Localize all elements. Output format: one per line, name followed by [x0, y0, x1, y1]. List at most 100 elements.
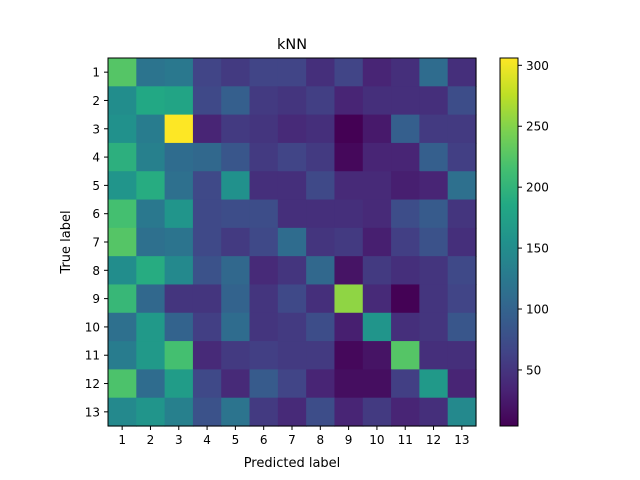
heatmap-cell-r2-c9: [334, 86, 364, 116]
heatmap-cell-r3-c10: [362, 114, 392, 144]
x-tick-label: 2: [147, 433, 155, 447]
heatmap-cell-r5-c13: [447, 171, 477, 201]
heatmap-cell-r12-c4: [192, 369, 222, 399]
heatmap-cell-r11-c13: [447, 341, 477, 370]
heatmap-cell-r2-c11: [391, 86, 420, 116]
heatmap-cell-r8-c11: [391, 256, 420, 286]
heatmap-cells: [108, 58, 477, 427]
colorbar-ticks: 50 100 150 200 250 300: [518, 59, 549, 377]
heatmap-cell-r6-c12: [419, 199, 449, 229]
heatmap-cell-r6-c5: [221, 199, 251, 229]
heatmap-cell-r8-c1: [108, 256, 137, 286]
heatmap-cell-r1-c3: [164, 58, 194, 87]
y-tick-label: 5: [92, 179, 100, 193]
heatmap-cell-r13-c7: [277, 397, 307, 427]
heatmap-cell-r8-c9: [334, 256, 364, 286]
heatmap-cell-r4-c4: [192, 142, 222, 172]
heatmap-cell-r2-c4: [192, 86, 222, 116]
heatmap-cell-r10-c9: [334, 312, 364, 342]
x-tick-label: 1: [118, 433, 126, 447]
heatmap-cell-r13-c9: [334, 397, 364, 427]
heatmap-cell-r6-c3: [164, 199, 194, 229]
heatmap-cell-r7-c1: [108, 227, 137, 257]
x-tick-label: 3: [175, 433, 183, 447]
heatmap-cell-r3-c9: [334, 114, 364, 144]
heatmap-cell-r4-c6: [249, 142, 279, 172]
heatmap-cell-r3-c11: [391, 114, 420, 144]
colorbar: 50 100 150 200 250 300: [499, 57, 549, 427]
heatmap-cell-r1-c5: [221, 58, 251, 87]
heatmap-cell-r11-c1: [108, 341, 137, 370]
heatmap-cell-r4-c13: [447, 142, 477, 172]
heatmap-cell-r6-c6: [249, 199, 279, 229]
heatmap-cell-r4-c8: [306, 142, 336, 172]
heatmap-cell-r9-c10: [362, 284, 392, 314]
heatmap-cell-r9-c8: [306, 284, 336, 314]
heatmap-cell-r5-c12: [419, 171, 449, 201]
heatmap-cell-r11-c12: [419, 341, 449, 370]
heatmap-cell-r7-c7: [277, 227, 307, 257]
heatmap-cell-r9-c13: [447, 284, 477, 314]
y-tick-label: 11: [85, 349, 100, 363]
heatmap-cell-r10-c13: [447, 312, 477, 342]
heatmap-cell-r1-c12: [419, 58, 449, 87]
heatmap-cell-r8-c10: [362, 256, 392, 286]
heatmap-cell-r7-c2: [136, 227, 166, 257]
heatmap-cell-r5-c8: [306, 171, 336, 201]
heatmap-cell-r6-c13: [447, 199, 477, 229]
heatmap-cell-r11-c9: [334, 341, 364, 370]
heatmap-cell-r6-c8: [306, 199, 336, 229]
heatmap-cell-r9-c3: [164, 284, 194, 314]
heatmap-cell-r8-c12: [419, 256, 449, 286]
heatmap-cell-r8-c3: [164, 256, 194, 286]
x-tick-label: 5: [232, 433, 240, 447]
colorbar-tick-label: 150: [526, 242, 549, 256]
heatmap-cell-r2-c1: [108, 86, 137, 116]
x-tick-label: 9: [345, 433, 353, 447]
heatmap-cell-r10-c4: [192, 312, 222, 342]
heatmap-cell-r12-c8: [306, 369, 336, 399]
heatmap-cell-r9-c11: [391, 284, 420, 314]
heatmap-cell-r1-c4: [192, 58, 222, 87]
heatmap-cell-r10-c5: [221, 312, 251, 342]
heatmap-cell-r13-c11: [391, 397, 420, 427]
heatmap-cell-r5-c1: [108, 171, 137, 201]
heatmap-cell-r12-c7: [277, 369, 307, 399]
heatmap-cell-r5-c10: [362, 171, 392, 201]
heatmap-cell-r12-c9: [334, 369, 364, 399]
heatmap-cell-r1-c13: [447, 58, 477, 87]
x-tick-label: 11: [398, 433, 413, 447]
y-tick-label: 2: [92, 94, 100, 108]
heatmap-cell-r12-c13: [447, 369, 477, 399]
heatmap-cell-r3-c3: [164, 114, 194, 144]
heatmap-cell-r10-c11: [391, 312, 420, 342]
heatmap-cell-r3-c2: [136, 114, 166, 144]
y-tick-label: 9: [92, 292, 100, 306]
heatmap-cell-r9-c12: [419, 284, 449, 314]
heatmap-cell-r5-c6: [249, 171, 279, 201]
heatmap-cell-r5-c11: [391, 171, 420, 201]
x-tick-label: 6: [260, 433, 268, 447]
heatmap-cell-r10-c1: [108, 312, 137, 342]
colorbar-tick-label: 250: [526, 120, 549, 134]
heatmap-cell-r8-c5: [221, 256, 251, 286]
heatmap-cell-r4-c5: [221, 142, 251, 172]
heatmap-cell-r13-c13: [447, 397, 477, 427]
y-tick-label: 3: [92, 122, 100, 136]
heatmap-cell-r9-c2: [136, 284, 166, 314]
heatmap-cell-r13-c8: [306, 397, 336, 427]
heatmap-cell-r6-c9: [334, 199, 364, 229]
heatmap-cell-r3-c6: [249, 114, 279, 144]
heatmap-cell-r5-c9: [334, 171, 364, 201]
heatmap-cell-r11-c8: [306, 341, 336, 370]
heatmap-cell-r13-c12: [419, 397, 449, 427]
heatmap-cell-r13-c6: [249, 397, 279, 427]
heatmap-cell-r12-c1: [108, 369, 137, 399]
y-tick-label: 10: [85, 320, 100, 334]
heatmap-cell-r5-c7: [277, 171, 307, 201]
heatmap-cell-r11-c11: [391, 341, 420, 370]
heatmap-cell-r3-c13: [447, 114, 477, 144]
heatmap-cell-r13-c5: [221, 397, 251, 427]
